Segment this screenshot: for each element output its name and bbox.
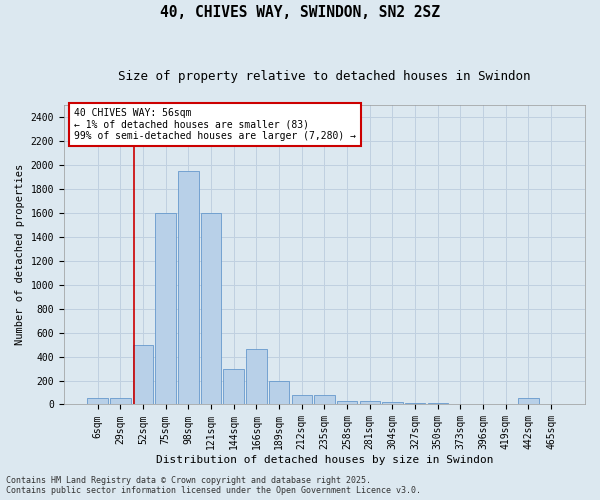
- Bar: [292, 395, 312, 404]
- Y-axis label: Number of detached properties: Number of detached properties: [15, 164, 25, 346]
- Bar: [201, 213, 221, 404]
- Text: 40, CHIVES WAY, SWINDON, SN2 2SZ: 40, CHIVES WAY, SWINDON, SN2 2SZ: [160, 5, 440, 20]
- Bar: [518, 398, 539, 404]
- X-axis label: Distribution of detached houses by size in Swindon: Distribution of detached houses by size …: [155, 455, 493, 465]
- Bar: [155, 213, 176, 404]
- Bar: [110, 398, 131, 404]
- Bar: [382, 402, 403, 404]
- Bar: [246, 350, 266, 405]
- Bar: [88, 398, 108, 404]
- Title: Size of property relative to detached houses in Swindon: Size of property relative to detached ho…: [118, 70, 530, 83]
- Bar: [133, 344, 153, 405]
- Bar: [359, 401, 380, 404]
- Bar: [314, 395, 335, 404]
- Bar: [337, 401, 357, 404]
- Bar: [269, 380, 289, 404]
- Bar: [223, 368, 244, 404]
- Text: Contains HM Land Registry data © Crown copyright and database right 2025.
Contai: Contains HM Land Registry data © Crown c…: [6, 476, 421, 495]
- Text: 40 CHIVES WAY: 56sqm
← 1% of detached houses are smaller (83)
99% of semi-detach: 40 CHIVES WAY: 56sqm ← 1% of detached ho…: [74, 108, 356, 141]
- Bar: [178, 171, 199, 404]
